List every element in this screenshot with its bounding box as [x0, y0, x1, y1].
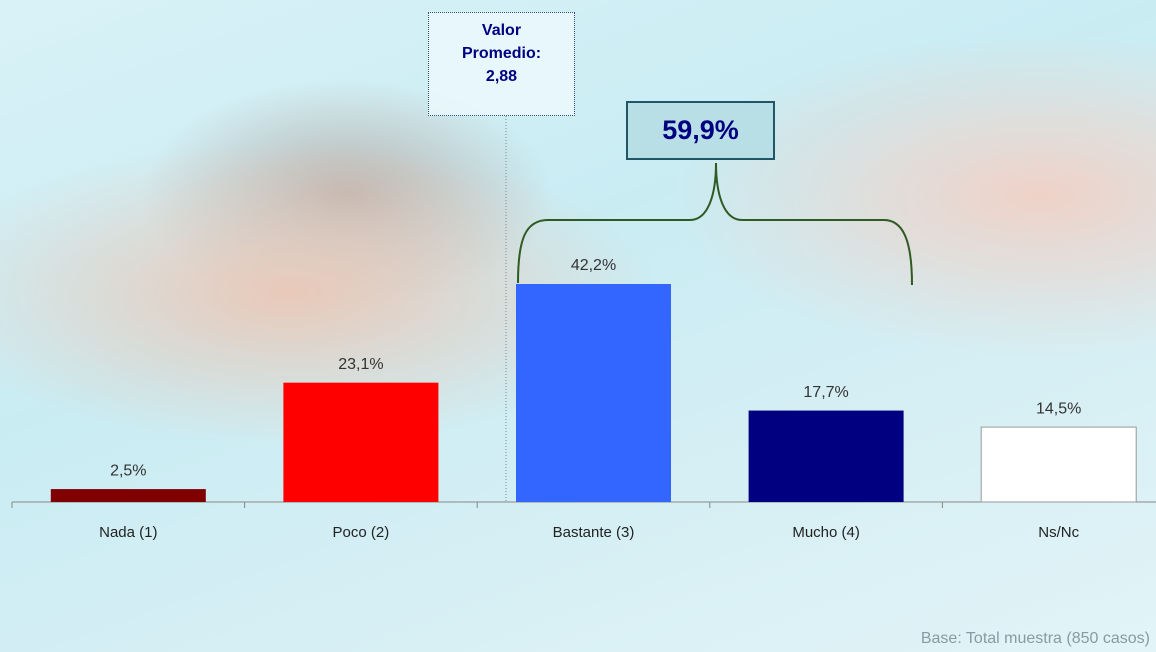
bar — [50, 489, 206, 502]
x-tick-label: Mucho (4) — [792, 524, 860, 541]
bar — [283, 382, 439, 502]
value-label: 42,2% — [571, 257, 616, 274]
bracket — [517, 162, 913, 286]
mean-label: Valor Promedio: — [461, 22, 542, 62]
x-tick-label: Nada (1) — [99, 524, 157, 541]
bar — [516, 284, 671, 502]
value-label: 2,5% — [110, 462, 146, 479]
x-tick-label: Poco (2) — [333, 524, 390, 541]
mean-annotation: Valor Promedio: 2,88 — [428, 12, 575, 116]
x-tick-label: Bastante (3) — [553, 524, 635, 541]
mean-value: 2,88 — [485, 68, 518, 85]
group-total: 59,9% — [626, 101, 775, 160]
value-label: 14,5% — [1036, 400, 1081, 417]
bar — [748, 410, 904, 502]
base-note: Base: Total muestra (850 casos) — [920, 630, 1150, 647]
x-tick-label: Ns/Nc — [1038, 524, 1079, 541]
value-label: 23,1% — [338, 356, 383, 373]
bar — [980, 426, 1137, 503]
value-label: 17,7% — [803, 384, 848, 401]
